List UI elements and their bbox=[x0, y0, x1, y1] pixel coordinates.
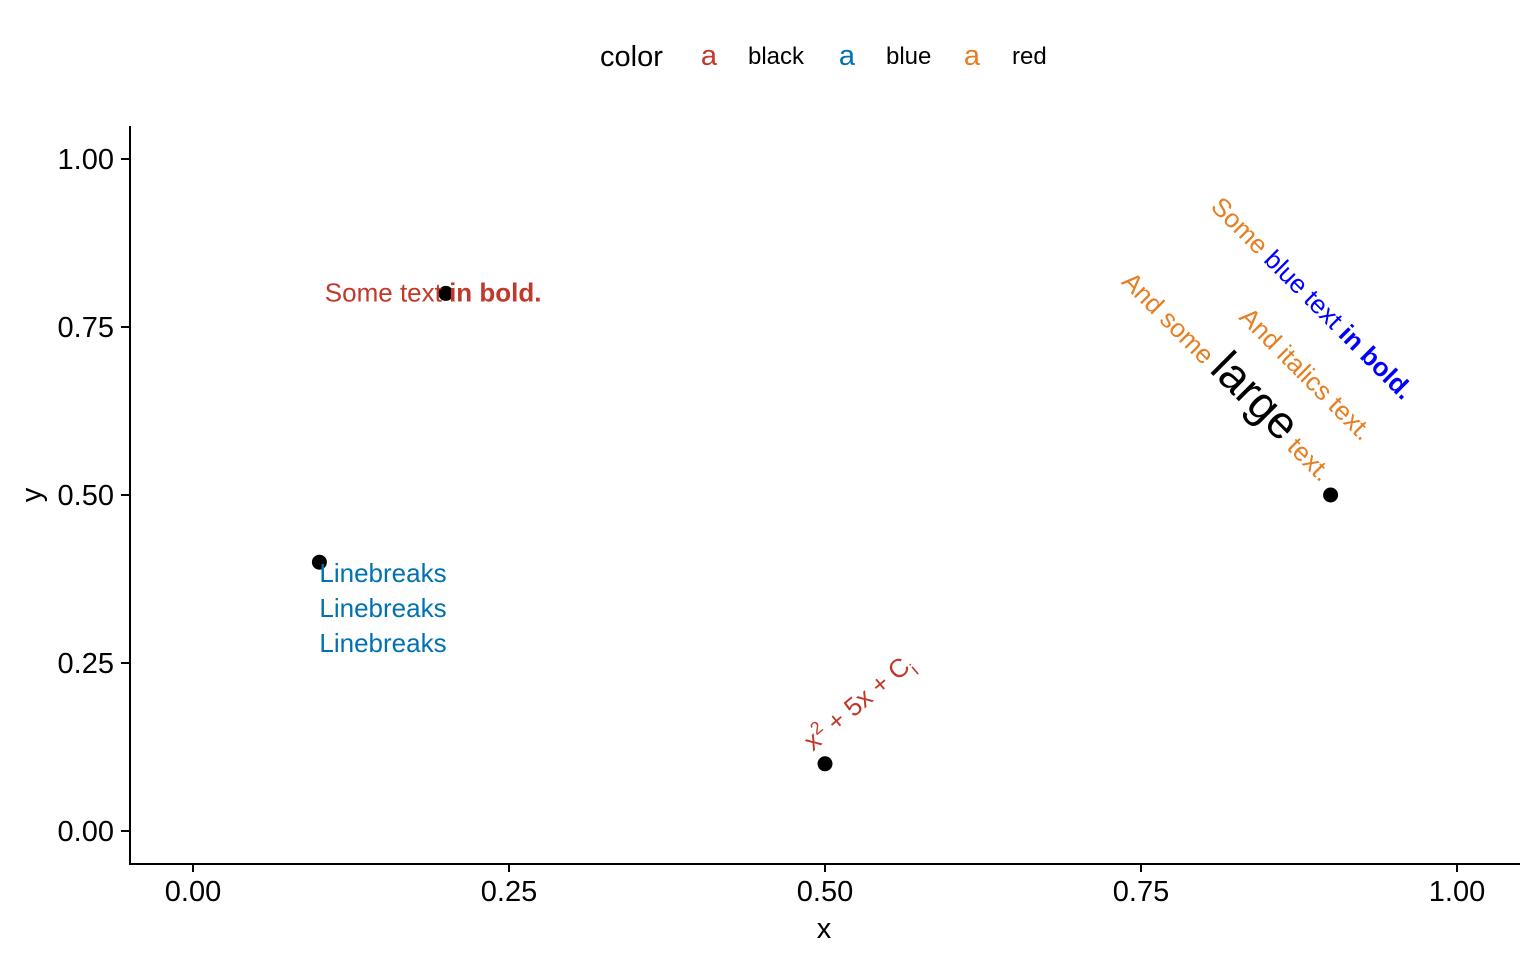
y-ticks: 0.00 0.25 0.50 0.75 1.00 bbox=[58, 144, 130, 848]
y-tick-label: 0.00 bbox=[58, 816, 114, 848]
legend-key: a bbox=[964, 40, 981, 72]
x-tick-label: 0.25 bbox=[481, 876, 537, 908]
annotation-segment: And some bbox=[1116, 266, 1225, 375]
legend-label: black bbox=[748, 43, 805, 70]
x-ticks: 0.00 0.25 0.50 0.75 1.00 bbox=[165, 864, 1485, 908]
x-tick-label: 0.00 bbox=[165, 876, 221, 908]
annotation-segment: + 5x + C bbox=[815, 651, 915, 742]
legend-key: a bbox=[701, 40, 718, 72]
y-axis-title: y bbox=[16, 487, 48, 502]
annotation-styled: Some blue text in bold.And italics text.… bbox=[1116, 191, 1419, 487]
x-tick-label: 0.75 bbox=[1113, 876, 1169, 908]
annotation-formula: x2 + 5x + Ci bbox=[796, 647, 923, 761]
annotation-bold: Some text in bold. bbox=[325, 277, 542, 307]
annotation-line: Linebreaks bbox=[319, 593, 446, 623]
annotation-segment: Linebreaks bbox=[319, 593, 446, 623]
annotation-segment: Linebreaks bbox=[319, 558, 446, 588]
axes: 0.00 0.25 0.50 0.75 1.00 0.00 0.25 0.50 0.75 1.0… bbox=[16, 126, 1520, 945]
data-point bbox=[1323, 487, 1339, 503]
x-tick-label: 0.50 bbox=[797, 876, 853, 908]
x-axis-title: x bbox=[817, 913, 832, 945]
annotation-line: Linebreaks bbox=[319, 628, 446, 658]
legend: color a black a blue a red bbox=[600, 40, 1047, 73]
annotation-line: x2 + 5x + Ci bbox=[796, 647, 922, 761]
annotation-segment: Linebreaks bbox=[319, 628, 446, 658]
points bbox=[311, 285, 1339, 772]
y-tick-label: 0.50 bbox=[58, 480, 114, 512]
data-point bbox=[311, 554, 327, 570]
x-tick-label: 1.00 bbox=[1429, 876, 1485, 908]
annotation-linebreaks: Linebreaks Linebreaks Linebreaks bbox=[319, 558, 446, 658]
annotation-line: Some text in bold. bbox=[325, 277, 542, 307]
data-point bbox=[817, 756, 833, 772]
data-point bbox=[438, 285, 454, 301]
y-tick-label: 0.25 bbox=[58, 648, 114, 680]
legend-label: blue bbox=[886, 43, 931, 70]
annotations: Some text in bold.LinebreaksLinebreaksLi… bbox=[319, 191, 1419, 761]
y-tick-label: 1.00 bbox=[58, 144, 114, 176]
legend-key: a bbox=[839, 40, 856, 72]
legend-entries: a black a blue a red bbox=[701, 40, 1047, 72]
y-tick-label: 0.75 bbox=[58, 312, 114, 344]
legend-label: red bbox=[1012, 43, 1047, 70]
legend-title: color bbox=[600, 41, 663, 73]
annotation-line: Linebreaks bbox=[319, 558, 446, 588]
annotation-segment: in bold. bbox=[449, 277, 541, 307]
annotation-segment: Some text bbox=[325, 277, 449, 307]
